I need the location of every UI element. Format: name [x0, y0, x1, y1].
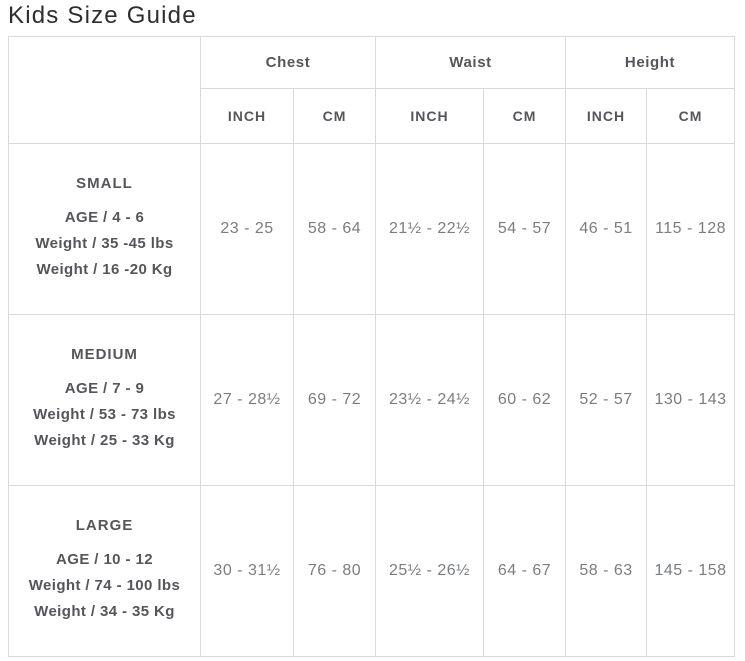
chest-inch-value: 30 - 31½: [200, 485, 294, 657]
chest-inch-header: INCH: [200, 88, 294, 144]
waist-inch-value: 25½ - 26½: [375, 485, 484, 657]
waist-cm-value: 54 - 57: [482, 143, 567, 315]
height-inch-header: INCH: [565, 88, 648, 144]
waist-inch-header: INCH: [375, 88, 484, 144]
size-weight-lbs: Weight / 35 -45 lbs: [35, 235, 174, 252]
size-weight-kg: Weight / 34 - 35 Kg: [34, 603, 175, 620]
chest-inch-value: 23 - 25: [200, 143, 294, 315]
waist-inch-value: 21½ - 22½: [375, 143, 484, 315]
chest-cm-value: 76 - 80: [293, 485, 376, 657]
waist-cm-header: CM: [482, 88, 567, 144]
size-guide-table: Chest Waist Height INCH CM INCH CM INCH …: [8, 36, 736, 657]
size-age: AGE / 7 - 9: [64, 380, 145, 397]
corner-cell: [8, 36, 201, 144]
chest-cm-value: 69 - 72: [293, 314, 376, 486]
size-weight-lbs: Weight / 74 - 100 lbs: [28, 577, 181, 594]
column-group-waist: Waist: [374, 36, 567, 89]
waist-inch-value: 23½ - 24½: [375, 314, 484, 486]
size-weight-kg: Weight / 16 -20 Kg: [36, 261, 173, 278]
size-label-cell: SMALL AGE / 4 - 6 Weight / 35 -45 lbs We…: [8, 143, 201, 315]
waist-cm-value: 60 - 62: [482, 314, 567, 486]
size-weight-lbs: Weight / 53 - 73 lbs: [33, 406, 176, 423]
unit-header-row: INCH CM INCH CM INCH CM: [9, 88, 736, 144]
size-name: LARGE: [75, 517, 134, 534]
chest-cm-header: CM: [293, 88, 376, 144]
size-name: MEDIUM: [71, 346, 138, 363]
height-cm-value: 130 - 143: [646, 314, 736, 486]
page-title: Kids Size Guide: [8, 2, 197, 29]
group-header-row: Chest Waist Height: [8, 36, 736, 144]
size-label-cell: LARGE AGE / 10 - 12 Weight / 74 - 100 lb…: [8, 485, 201, 657]
table-row-large: LARGE AGE / 10 - 12 Weight / 74 - 100 lb…: [8, 485, 736, 657]
size-age: AGE / 10 - 12: [56, 551, 153, 568]
height-cm-header: CM: [646, 88, 736, 144]
height-cm-value: 145 - 158: [646, 485, 736, 657]
size-name: SMALL: [76, 175, 133, 192]
height-inch-value: 58 - 63: [565, 485, 648, 657]
height-inch-value: 46 - 51: [565, 143, 648, 315]
size-age: AGE / 4 - 6: [64, 209, 145, 226]
size-weight-kg: Weight / 25 - 33 Kg: [34, 432, 175, 449]
size-label-cell: MEDIUM AGE / 7 - 9 Weight / 53 - 73 lbs …: [8, 314, 201, 486]
table-row-small: SMALL AGE / 4 - 6 Weight / 35 -45 lbs We…: [8, 143, 736, 315]
chest-cm-value: 58 - 64: [293, 143, 376, 315]
height-cm-value: 115 - 128: [646, 143, 736, 315]
column-group-chest: Chest: [200, 36, 376, 89]
waist-cm-value: 64 - 67: [482, 485, 567, 657]
height-inch-value: 52 - 57: [565, 314, 648, 486]
table-row-medium: MEDIUM AGE / 7 - 9 Weight / 53 - 73 lbs …: [8, 314, 736, 486]
chest-inch-value: 27 - 28½: [200, 314, 294, 486]
column-group-height: Height: [565, 36, 736, 89]
